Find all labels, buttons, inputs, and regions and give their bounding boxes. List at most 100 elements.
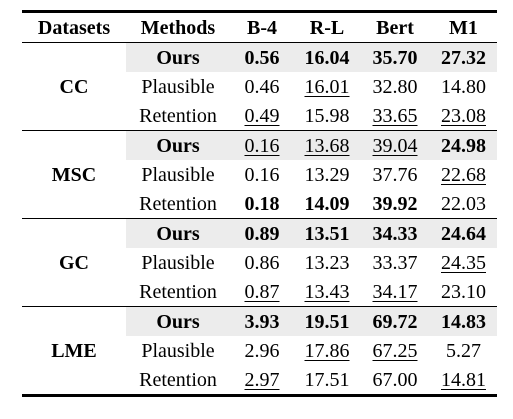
method-label: Retention: [139, 192, 217, 215]
metric-cell: 3.93: [230, 306, 294, 336]
header-b4: B-4: [247, 16, 277, 39]
metric-cell: 22.03: [430, 189, 497, 219]
metric-cell: 33.37: [360, 248, 430, 277]
metric-value: 33.37: [372, 251, 418, 274]
metric-cell: 14.81: [430, 365, 497, 396]
dataset-label: GC: [59, 251, 89, 274]
metric-value: 33.65: [372, 104, 418, 127]
metric-value: 39.92: [372, 192, 418, 215]
dataset-group-msc: MSC Ours 0.16 13.68 39.04 24.98 Plausible 0.16 1…: [22, 130, 497, 219]
metric-cell: 14.80: [430, 72, 497, 101]
metric-value: 14.80: [441, 75, 486, 98]
metric-value: 14.83: [441, 310, 486, 333]
metric-cell: 24.98: [430, 130, 497, 160]
metric-cell: 0.46: [230, 72, 294, 101]
metric-value: 14.09: [304, 192, 350, 215]
metric-cell: 17.51: [294, 365, 360, 396]
method-label: Retention: [139, 280, 217, 303]
metric-cell: 34.33: [360, 218, 430, 248]
table-row: Plausible 0.46 16.01 32.80 14.80: [22, 72, 497, 101]
metric-cell: 0.86: [230, 248, 294, 277]
metric-value: 0.46: [244, 75, 280, 98]
metric-value: 19.51: [304, 310, 350, 333]
metric-cell: 2.96: [230, 336, 294, 365]
table-top-rule: [22, 10, 497, 13]
metric-value: 3.93: [244, 310, 280, 333]
table-row: LME Ours 3.93 19.51 69.72 14.83: [22, 306, 497, 361]
metric-cell: 0.18: [230, 189, 294, 219]
metric-cell: 13.68: [294, 130, 360, 160]
metric-cell: 13.29: [294, 160, 360, 189]
metric-cell: 15.98: [294, 101, 360, 131]
table-header: Datasets Methods B-4 R-L Bert M1: [22, 13, 497, 43]
metric-value: 0.16: [244, 163, 280, 186]
table-row: Retention 2.97 17.51 67.00 14.81: [22, 365, 497, 396]
method-label: Retention: [139, 104, 217, 127]
metric-value: 2.96: [244, 339, 280, 362]
metric-value: 24.64: [441, 222, 486, 245]
metric-cell: 37.76: [360, 160, 430, 189]
metric-value: 69.72: [372, 310, 418, 333]
metric-value: 0.16: [244, 134, 280, 157]
method-label: Plausible: [141, 251, 215, 274]
metric-value: 16.04: [304, 46, 350, 69]
metric-cell: 32.80: [360, 72, 430, 101]
metric-cell: 39.92: [360, 189, 430, 219]
method-label: Ours: [126, 42, 230, 72]
metric-cell: 17.86: [294, 336, 360, 365]
method-label: Ours: [126, 306, 230, 336]
metric-value: 13.68: [304, 134, 350, 157]
metric-value: 0.56: [244, 46, 280, 69]
metric-cell: 19.51: [294, 306, 360, 336]
metric-value: 13.51: [304, 222, 350, 245]
metric-value: 17.51: [304, 368, 350, 391]
metric-value: 27.32: [441, 46, 486, 69]
metric-value: 39.04: [372, 134, 418, 157]
metric-value: 0.18: [244, 192, 280, 215]
header-rl: R-L: [309, 16, 345, 39]
metric-value: 14.81: [441, 368, 486, 391]
metric-value: 13.23: [304, 251, 350, 274]
metric-value: 37.76: [372, 163, 418, 186]
metric-value: 24.35: [441, 251, 486, 274]
metric-value: 13.43: [304, 280, 350, 303]
metric-value: 24.98: [441, 134, 486, 157]
method-label: Plausible: [141, 163, 215, 186]
metric-cell: 23.10: [430, 277, 497, 307]
metric-value: 32.80: [372, 75, 418, 98]
metric-value: 13.29: [304, 163, 350, 186]
metric-cell: 0.49: [230, 101, 294, 131]
metric-value: 23.08: [441, 104, 486, 127]
header-datasets: Datasets: [37, 16, 111, 39]
table-row: Retention 0.49 15.98 33.65 23.08: [22, 101, 497, 131]
table-row: Plausible 0.16 13.29 37.76 22.68: [22, 160, 497, 189]
metric-cell: 13.23: [294, 248, 360, 277]
metric-value: 5.27: [446, 339, 481, 362]
metric-value: 0.87: [244, 280, 280, 303]
metric-value: 0.89: [244, 222, 280, 245]
metric-cell: 34.17: [360, 277, 430, 307]
table-row: MSC Ours 0.16 13.68 39.04 24.98: [22, 130, 497, 185]
dataset-label: MSC: [51, 163, 97, 186]
metric-value: 34.33: [372, 222, 418, 245]
metric-cell: 14.83: [430, 306, 497, 336]
metric-cell: 2.97: [230, 365, 294, 396]
metric-value: 0.86: [244, 251, 280, 274]
method-label: Ours: [126, 218, 230, 248]
header-bert: Bert: [376, 16, 414, 39]
method-label: Plausible: [141, 75, 215, 98]
metric-cell: 16.04: [294, 42, 360, 72]
dataset-label: CC: [59, 75, 89, 98]
method-label: Ours: [126, 130, 230, 160]
metric-cell: 23.08: [430, 101, 497, 131]
header-m1: M1: [449, 16, 478, 39]
metric-cell: 67.25: [360, 336, 430, 365]
metric-cell: 0.56: [230, 42, 294, 72]
metric-value: 34.17: [372, 280, 418, 303]
metric-cell: 39.04: [360, 130, 430, 160]
table-row: Plausible 2.96 17.86 67.25 5.27: [22, 336, 497, 365]
metric-value: 67.25: [372, 339, 418, 362]
metric-cell: 69.72: [360, 306, 430, 336]
metric-cell: 5.27: [430, 336, 497, 365]
metric-cell: 0.16: [230, 130, 294, 160]
